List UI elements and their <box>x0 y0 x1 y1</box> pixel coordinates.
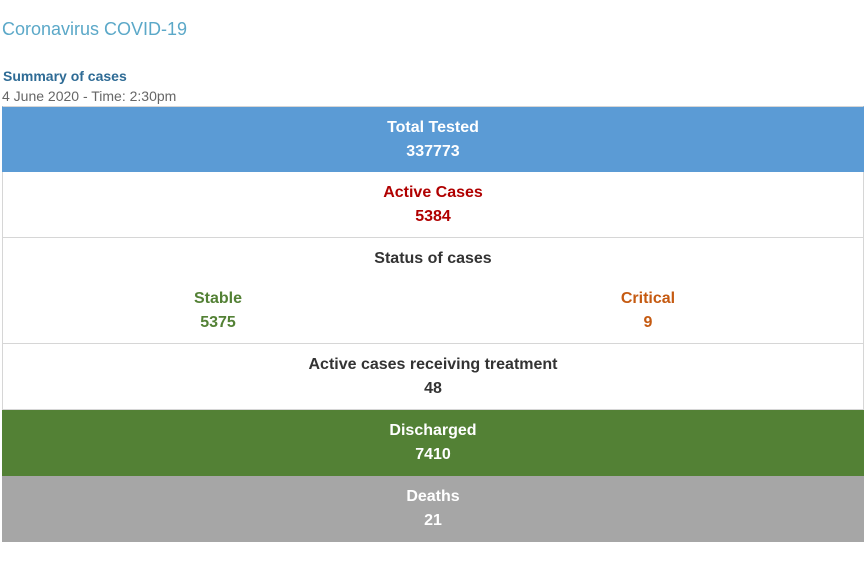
critical-value: 9 <box>643 314 653 331</box>
active-cases-label: Active Cases <box>383 184 483 201</box>
stable-label: Stable <box>193 290 242 307</box>
summary-date: 4 June 2020 - Time: 2:30pm <box>2 88 177 104</box>
active-cases-value: 5384 <box>415 208 451 225</box>
discharged-label: Discharged <box>389 422 477 439</box>
receiving-treatment-value: 48 <box>424 380 442 397</box>
cases-summary-table: Total Tested 337773 Active Cases 5384 St… <box>2 106 864 542</box>
status-of-cases-label: Status of cases <box>374 250 492 267</box>
critical-label: Critical <box>620 290 676 307</box>
total-tested-row: Total Tested 337773 <box>2 106 864 172</box>
stable-value: 5375 <box>200 314 236 331</box>
status-breakdown: Stable 5375 Critical 9 <box>3 287 863 335</box>
deaths-row: Deaths 21 <box>2 476 864 542</box>
discharged-row: Discharged 7410 <box>2 410 864 476</box>
receiving-treatment-row: Active cases receiving treatment 48 <box>2 344 864 410</box>
stable-cases: Stable 5375 <box>3 287 433 335</box>
total-tested-label: Total Tested <box>387 119 479 136</box>
receiving-treatment-label: Active cases receiving treatment <box>308 356 558 373</box>
page-title: Coronavirus COVID-19 <box>2 19 188 39</box>
deaths-label: Deaths <box>406 488 460 505</box>
active-cases-row: Active Cases 5384 <box>2 172 864 238</box>
critical-cases: Critical 9 <box>433 287 863 335</box>
status-of-cases-row: Status of cases Stable 5375 Critical 9 <box>2 238 864 344</box>
deaths-value: 21 <box>424 512 442 529</box>
summary-heading: Summary of cases <box>3 68 127 84</box>
total-tested-value: 337773 <box>406 143 460 160</box>
discharged-value: 7410 <box>415 446 451 463</box>
